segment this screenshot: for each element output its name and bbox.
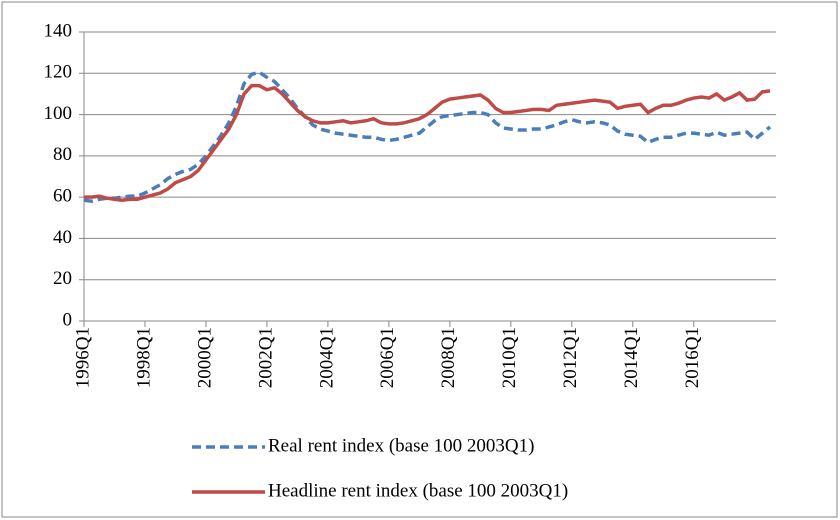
x-tick-label: 2012Q1 xyxy=(560,327,581,388)
x-tick-label: 2004Q1 xyxy=(316,327,337,388)
y-tick-label: 40 xyxy=(53,227,72,248)
y-tick-label: 80 xyxy=(53,144,72,165)
data-line xyxy=(84,83,771,203)
data-line xyxy=(83,70,772,204)
x-tick-label: 2006Q1 xyxy=(377,327,398,388)
x-tick-label: 2002Q1 xyxy=(255,327,276,388)
x-tick-label: 2000Q1 xyxy=(194,327,215,388)
x-tick-label: 2008Q1 xyxy=(438,327,459,388)
y-tick-label: 140 xyxy=(44,20,73,41)
y-tick-label: 100 xyxy=(44,103,73,124)
x-tick-label: 1998Q1 xyxy=(133,327,154,388)
y-tick-label: 120 xyxy=(44,62,73,83)
legend-label: Real rent index (base 100 2003Q1) xyxy=(268,435,534,456)
y-tick-label: 0 xyxy=(63,309,73,330)
x-tick-label: 2014Q1 xyxy=(621,327,642,388)
y-tick-label: 60 xyxy=(53,186,72,207)
legend-label: Headline rent index (base 100 2003Q1) xyxy=(268,480,568,501)
x-tick-label: 2016Q1 xyxy=(682,327,703,388)
x-tick-label: 1996Q1 xyxy=(72,327,93,388)
y-tick-label: 20 xyxy=(53,268,72,289)
x-tick-label: 2010Q1 xyxy=(499,327,520,388)
